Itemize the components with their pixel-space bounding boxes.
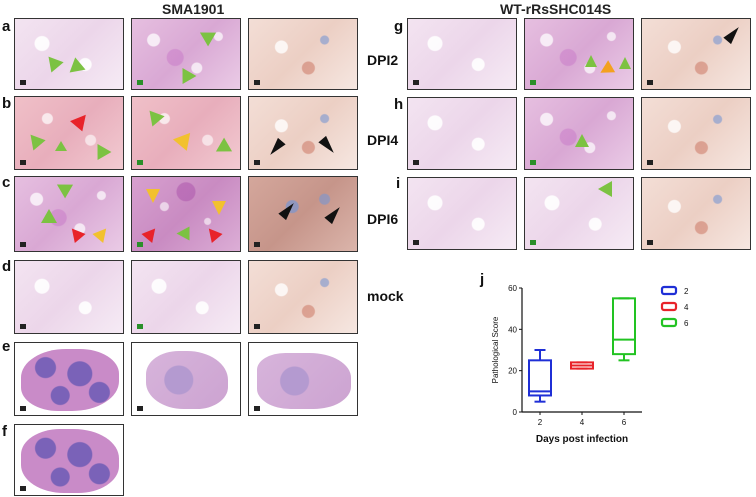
yellow-arrow [172, 127, 198, 151]
x-tick-label: 6 [622, 418, 627, 427]
legend-label: 6 [684, 319, 689, 328]
row-label-dpi6: DPI6 [367, 211, 399, 227]
y-tick-label: 0 [513, 408, 518, 417]
green-arrow [575, 134, 589, 147]
y-tick-label: 20 [508, 367, 517, 376]
micrograph-e-spleen-2 [131, 342, 241, 416]
black-arrow [318, 135, 338, 157]
legend-label: 2 [684, 287, 689, 296]
micrograph-d-he-high [131, 260, 241, 334]
green-arrow [143, 105, 165, 127]
micrograph-a-ihc [248, 18, 358, 90]
black-arrow [278, 199, 298, 221]
green-arrow [55, 141, 67, 151]
panel-label-e: e [2, 338, 11, 355]
header-right: WT-rRsSHC014S [500, 1, 612, 17]
micrograph-g-he-high [524, 18, 634, 90]
x-tick-label: 2 [538, 418, 543, 427]
green-arrow [90, 139, 112, 161]
red-arrow [141, 224, 161, 243]
y-tick-label: 40 [508, 325, 517, 334]
yellow-arrow [92, 224, 112, 243]
yellow-arrow [146, 189, 160, 203]
micrograph-e-spleen-1 [14, 342, 124, 416]
green-arrow [585, 55, 597, 67]
y-tick-label: 60 [508, 284, 517, 293]
row-label-dpi4: DPI4 [367, 132, 399, 148]
row-label-mock: mock [367, 288, 404, 304]
panel-label-d: d [2, 258, 12, 275]
green-arrow [42, 51, 64, 73]
green-arrow [619, 57, 631, 69]
green-arrow [41, 209, 57, 223]
panel-label-i: i [396, 175, 401, 192]
micrograph-c-he-low [14, 176, 124, 252]
red-arrow [203, 224, 223, 243]
panel-label-h: h [394, 96, 404, 113]
panel-label-b: b [2, 95, 12, 112]
micrograph-a-he-low [14, 18, 124, 90]
box-2 [528, 359, 552, 397]
micrograph-b-he-low [14, 96, 124, 170]
micrograph-h-he-high [524, 97, 634, 170]
micrograph-d-he-low [14, 260, 124, 334]
box-plot-chart: 0 20 40 60 2 4 6 Days post infection Pathologica… [491, 284, 689, 445]
micrograph-d-ihc [248, 260, 358, 334]
y-axis-label: Pathological Score [491, 316, 500, 383]
micrograph-h-ihc [641, 97, 751, 170]
micrograph-i-he-low [407, 177, 517, 250]
legend-label: 4 [684, 303, 689, 312]
micrograph-b-he-high [131, 96, 241, 170]
micrograph-g-he-low [407, 18, 517, 90]
panel-label-f: f [2, 423, 7, 440]
red-arrow [66, 224, 86, 243]
x-tick-label: 4 [580, 418, 585, 427]
panel-label-a: a [2, 18, 11, 35]
micrograph-a-he-high [131, 18, 241, 90]
green-arrow [176, 226, 190, 241]
green-arrow [52, 177, 74, 199]
black-arrow [266, 137, 286, 159]
red-arrow [70, 109, 92, 132]
black-arrow [723, 23, 743, 45]
legend-swatch [660, 285, 678, 296]
micrograph-h-he-low [407, 97, 517, 170]
panel-label-j: j [480, 271, 485, 288]
micrograph-i-ihc [641, 177, 751, 250]
black-arrow [324, 203, 344, 225]
panel-label-c: c [2, 174, 11, 191]
row-label-dpi2: DPI2 [367, 52, 399, 68]
orange-arrow [596, 60, 616, 79]
green-arrow [24, 129, 46, 151]
micrograph-i-he-high [524, 177, 634, 250]
legend-swatch [660, 301, 678, 312]
green-arrow [195, 25, 217, 47]
panel-label-g: g [394, 18, 404, 35]
micrograph-f-spleen [14, 424, 124, 496]
green-arrow [211, 137, 233, 159]
micrograph-c-he-high [131, 176, 241, 252]
x-axis-label: Days post infection [536, 434, 628, 445]
header-left: SMA1901 [162, 1, 225, 17]
green-arrow [175, 63, 197, 85]
green-arrow [598, 181, 612, 197]
micrograph-b-ihc [248, 96, 358, 170]
yellow-arrow [212, 201, 226, 215]
micrograph-c-ihc [248, 176, 358, 252]
legend-swatch [660, 317, 678, 328]
micrograph-g-ihc [641, 18, 751, 90]
micrograph-e-spleen-3 [248, 342, 358, 416]
green-arrow [64, 57, 86, 79]
box-6 [612, 297, 636, 356]
